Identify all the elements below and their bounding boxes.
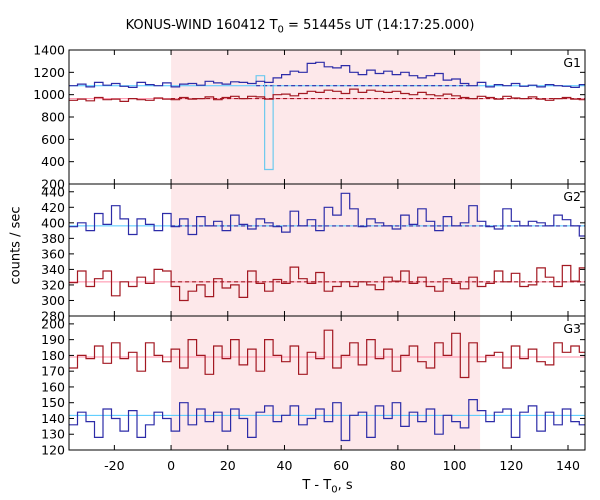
panel-g2-label: G2 [563, 189, 581, 204]
panel-g2-series-blue [69, 192, 585, 237]
panel-g3-series-red [69, 329, 585, 379]
panel-g2-y-tick-label: 440 [41, 184, 65, 199]
panel-g1-series-blue [69, 61, 585, 88]
panel-g3-y-tick-label: 160 [41, 379, 65, 394]
panel-g2-highlight-region [171, 184, 481, 316]
panel-g3-y-tick-label: 140 [41, 411, 65, 426]
chart-title: KONUS-WIND 160412 T0 = 51445s UT (14:17:… [125, 18, 475, 36]
panel-g2-y-tick-label: 360 [41, 246, 65, 261]
panel-g1-y-tick-label: 1400 [33, 43, 65, 58]
panel-g1-y-tick-label: 800 [41, 110, 65, 125]
x-tick-label: 100 [443, 458, 467, 473]
x-tick-label: 120 [499, 458, 523, 473]
panel-g3-frame [68, 315, 586, 451]
y-axis-label: counts / sec [8, 206, 24, 285]
panel-g1-y-tick-label: 200 [41, 177, 65, 192]
panel-g3-highlight-region [171, 316, 481, 450]
panel-g2-y-tick-label: 380 [41, 231, 65, 246]
x-tick-label: 20 [220, 458, 236, 473]
panel-g1-label: G1 [563, 55, 581, 70]
panel-g3-y-tick-label: 150 [41, 395, 65, 410]
x-tick-label: 60 [333, 458, 349, 473]
panel-g2-y-tick-label: 340 [41, 262, 65, 277]
panel-g3-y-tick-label: 200 [41, 316, 65, 331]
panel-g3-y-tick-label: 120 [41, 443, 65, 458]
x-tick-label: 80 [390, 458, 406, 473]
panel-g2-y-tick-label: 420 [41, 200, 65, 215]
panel-g3-y-tick-label: 130 [41, 427, 65, 442]
panel-g1-highlight-region [171, 50, 481, 184]
panel-g3-y-tick-label: 170 [41, 364, 65, 379]
panel-g1-y-tick-label: 1000 [33, 87, 65, 102]
x-tick-label: 140 [556, 458, 580, 473]
panel-g3-series-blue [69, 399, 585, 442]
x-tick-label: 40 [277, 458, 293, 473]
panel-g1-y-tick-label: 400 [41, 154, 65, 169]
x-tick-label: -20 [104, 458, 124, 473]
panel-g1-series-red [69, 88, 585, 102]
panel-g1-spike-series [255, 75, 274, 171]
panel-g2-y-tick-label: 300 [41, 293, 65, 308]
x-tick-label: 0 [167, 458, 175, 473]
panel-g3-y-tick-label: 180 [41, 348, 65, 363]
panel-g2-series-red [69, 264, 585, 302]
panel-g3-y-tick-label: 190 [41, 332, 65, 347]
panel-g2-y-tick-label: 280 [41, 309, 65, 324]
x-axis-label: T - T0, s [302, 478, 353, 496]
panel-g1-y-tick-label: 1200 [33, 65, 65, 80]
panel-g2-y-tick-label: 320 [41, 277, 65, 292]
panel-g1-y-tick-label: 600 [41, 132, 65, 147]
panel-g2-y-tick-label: 400 [41, 215, 65, 230]
panel-g3-label: G3 [563, 321, 581, 336]
